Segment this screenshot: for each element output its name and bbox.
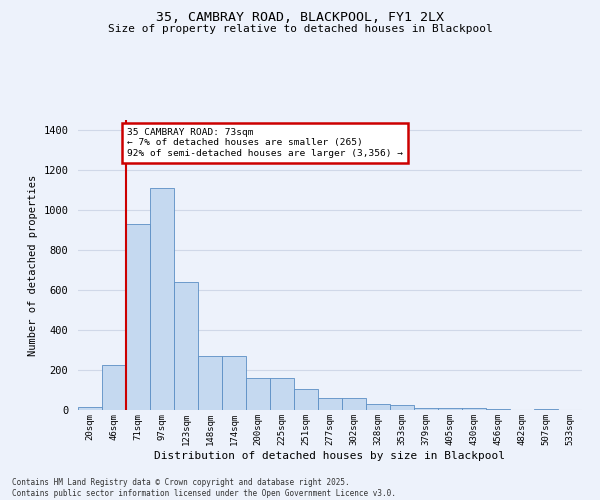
- Bar: [270, 378, 294, 410]
- Bar: [174, 282, 198, 410]
- Text: Size of property relative to detached houses in Blackpool: Size of property relative to detached ho…: [107, 24, 493, 34]
- Bar: [534, 409, 558, 410]
- Bar: [150, 188, 174, 410]
- Bar: [318, 398, 342, 410]
- Bar: [366, 404, 390, 410]
- Bar: [126, 224, 150, 410]
- Bar: [342, 398, 366, 410]
- Bar: [222, 356, 246, 410]
- Bar: [294, 389, 318, 410]
- Bar: [198, 356, 222, 410]
- Bar: [390, 405, 414, 410]
- Text: 35 CAMBRAY ROAD: 73sqm
← 7% of detached houses are smaller (265)
92% of semi-det: 35 CAMBRAY ROAD: 73sqm ← 7% of detached …: [127, 128, 403, 158]
- Text: 35, CAMBRAY ROAD, BLACKPOOL, FY1 2LX: 35, CAMBRAY ROAD, BLACKPOOL, FY1 2LX: [156, 11, 444, 24]
- Bar: [78, 407, 102, 410]
- Bar: [414, 408, 438, 410]
- Bar: [462, 408, 486, 410]
- X-axis label: Distribution of detached houses by size in Blackpool: Distribution of detached houses by size …: [155, 450, 505, 460]
- Bar: [246, 378, 270, 410]
- Bar: [438, 408, 462, 410]
- Text: Contains HM Land Registry data © Crown copyright and database right 2025.
Contai: Contains HM Land Registry data © Crown c…: [12, 478, 396, 498]
- Bar: [486, 409, 510, 410]
- Bar: [102, 365, 126, 410]
- Y-axis label: Number of detached properties: Number of detached properties: [28, 174, 38, 356]
